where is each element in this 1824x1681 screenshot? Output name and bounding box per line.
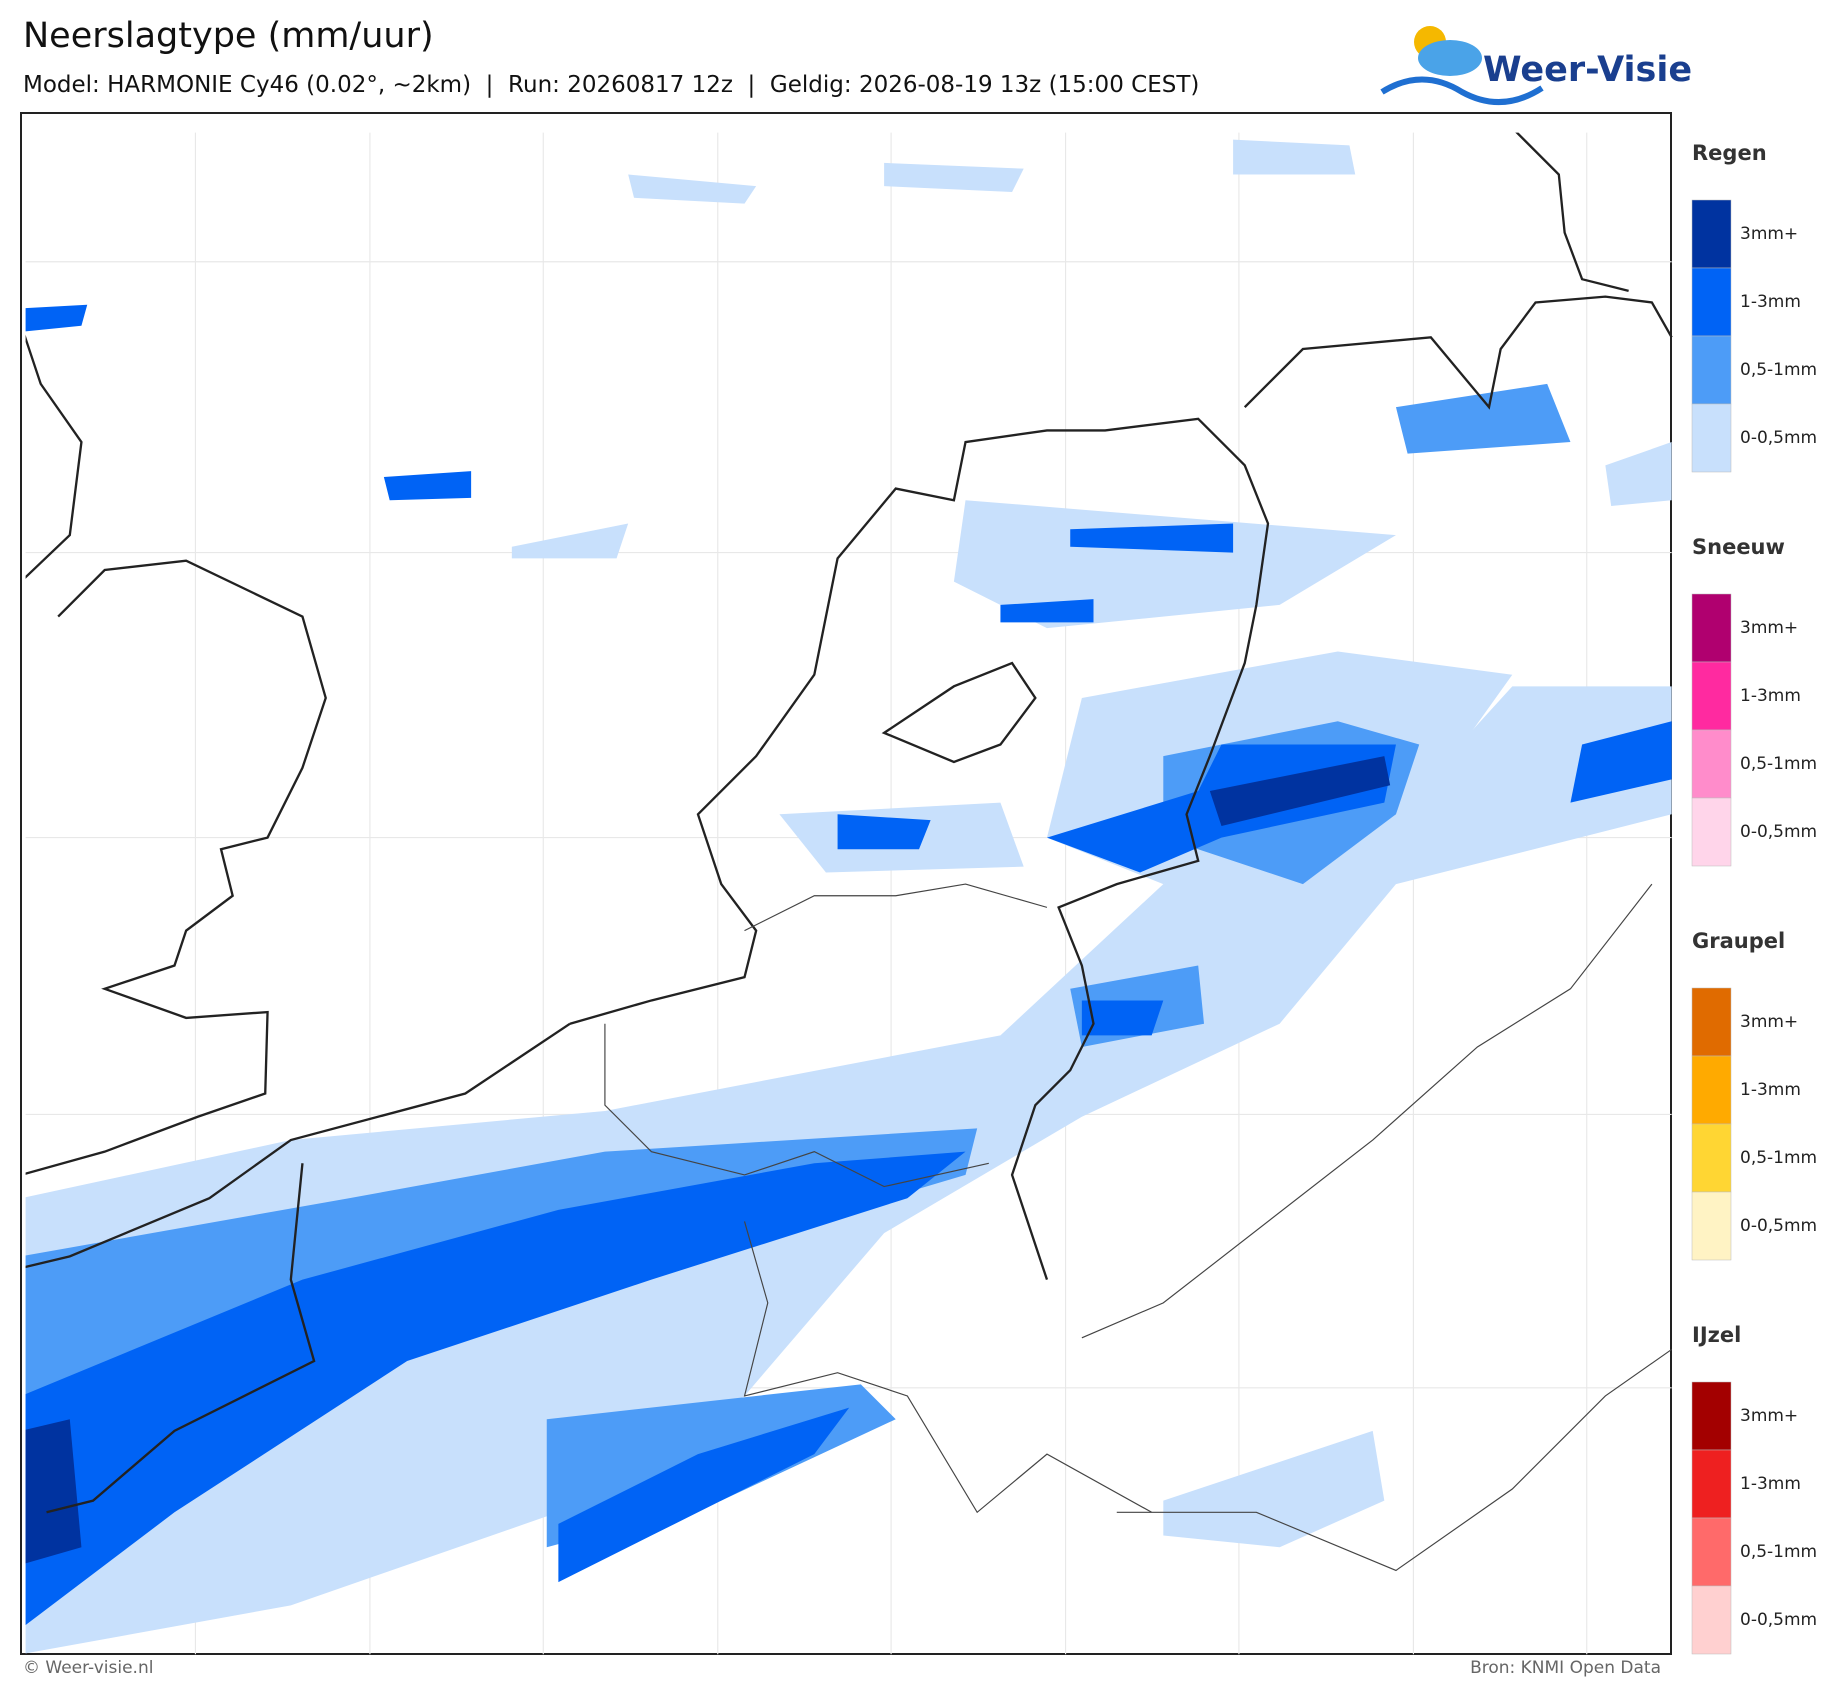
legend-swatch <box>1691 661 1732 731</box>
legend-swatch <box>1691 403 1732 473</box>
legend: Regen 3mm+ 1-3mm 0,5-1mm 0-0,5mm Sneeuw 3mm+ 1-… <box>1691 141 1817 1655</box>
legend-swatch <box>1691 729 1732 799</box>
logo-text: Weer-Visie <box>1483 50 1692 90</box>
legend-label: 3mm+ <box>1740 1012 1798 1032</box>
legend-swatch <box>1691 1055 1732 1125</box>
legend-swatch <box>1691 1191 1732 1261</box>
legend-swatch <box>1691 593 1732 663</box>
legend-swatch <box>1691 1123 1732 1193</box>
legend-label: 0,5-1mm <box>1740 1148 1817 1168</box>
legend-label: 1-3mm <box>1740 1474 1801 1494</box>
legend-swatch <box>1691 1381 1732 1451</box>
map <box>20 112 1673 1655</box>
footer-left: © Weer-visie.nl <box>23 1658 153 1678</box>
legend-label: 1-3mm <box>1740 292 1801 312</box>
legend-swatch <box>1691 797 1732 867</box>
legend-swatch <box>1691 1449 1732 1519</box>
legend-swatch <box>1691 1517 1732 1587</box>
legend-group-title: Regen <box>1692 141 1767 165</box>
legend-label: 3mm+ <box>1740 618 1798 638</box>
legend-label: 0,5-1mm <box>1740 754 1817 774</box>
legend-label: 0,5-1mm <box>1740 360 1817 380</box>
legend-swatch <box>1691 267 1732 337</box>
subtitle: Model: HARMONIE Cy46 (0.02°, ~2km) | Run… <box>23 72 1199 98</box>
legend-label: 1-3mm <box>1740 686 1801 706</box>
legend-label: 3mm+ <box>1740 224 1798 244</box>
legend-label: 0-0,5mm <box>1740 822 1817 842</box>
legend-label: 0-0,5mm <box>1740 1216 1817 1236</box>
title: Neerslagtype (mm/uur) <box>23 16 434 56</box>
legend-group-title: Sneeuw <box>1692 535 1785 559</box>
footer-right: Bron: KNMI Open Data <box>1470 1658 1661 1678</box>
legend-label: 0-0,5mm <box>1740 1610 1817 1630</box>
legend-group-title: IJzel <box>1692 1323 1741 1347</box>
legend-label: 0-0,5mm <box>1740 428 1817 448</box>
legend-group-title: Graupel <box>1692 929 1785 953</box>
legend-label: 1-3mm <box>1740 1080 1801 1100</box>
legend-swatch <box>1691 199 1732 269</box>
legend-label: 3mm+ <box>1740 1406 1798 1426</box>
logo: Weer-Visie <box>1380 26 1692 105</box>
legend-swatch <box>1691 1585 1732 1655</box>
legend-label: 0,5-1mm <box>1740 1542 1817 1562</box>
legend-swatch <box>1691 335 1732 405</box>
legend-swatch <box>1691 987 1732 1057</box>
